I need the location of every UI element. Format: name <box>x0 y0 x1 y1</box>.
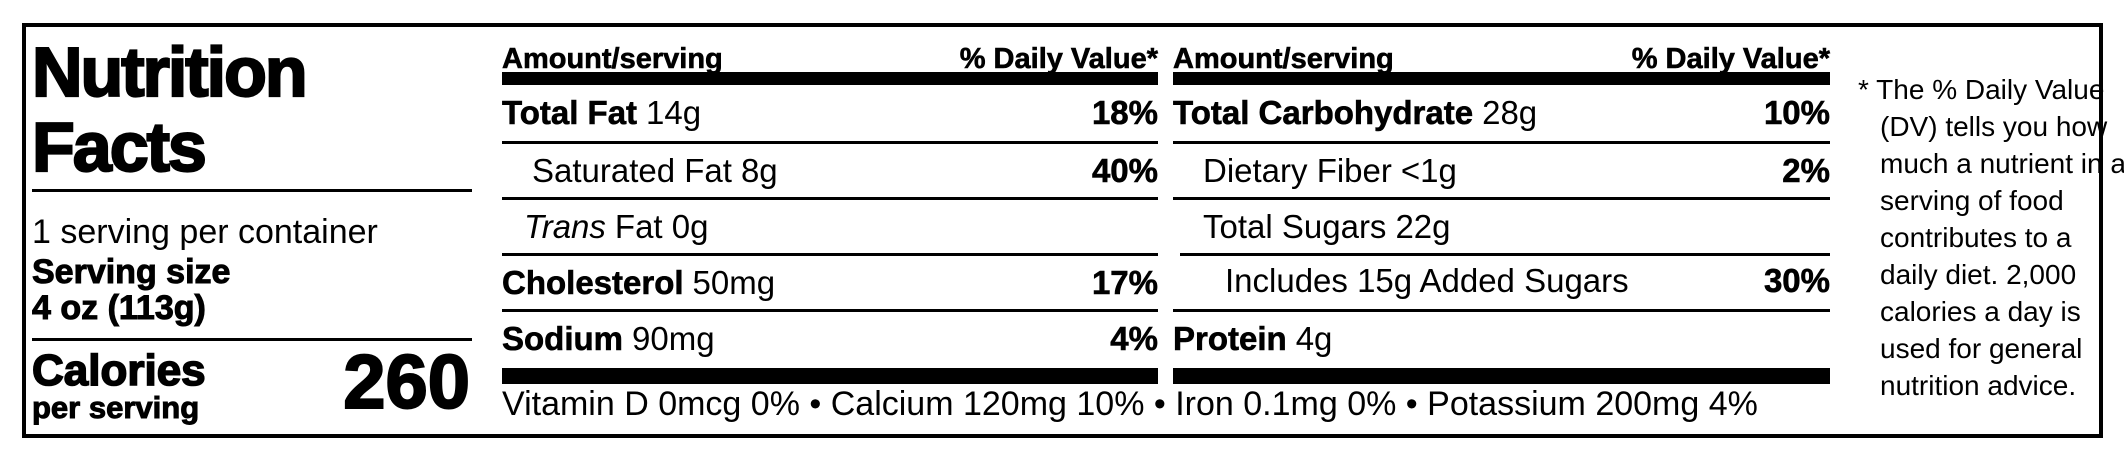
row-saturated-fat: Saturated Fat 8g 40% <box>502 141 1158 197</box>
nutrient-amount: 28g <box>1482 94 1538 131</box>
label-title-line1: Nutrition <box>31 33 309 111</box>
nutrient-name: Saturated Fat <box>532 151 732 189</box>
row-protein: Protein 4g <box>1173 309 1830 365</box>
nutrient-dv: 10% <box>1763 94 1831 132</box>
nutrient-amount: 90mg <box>632 319 715 357</box>
nutrient-name: Trans <box>524 207 606 245</box>
indented-divider <box>1180 253 1830 256</box>
serving-size-label: Serving size <box>31 253 231 292</box>
nutrient-rows: Total Fat 14g 18% Saturated Fat 8g 40% Tra… <box>502 85 1159 365</box>
column-header: Amount/serving % Daily Value* <box>502 43 1159 76</box>
calories-sublabel: per serving <box>31 390 200 426</box>
servings-per-container: 1 serving per container <box>32 213 378 251</box>
column-header: Amount/serving % Daily Value* <box>1173 43 1831 76</box>
thick-bar <box>502 368 1158 384</box>
amount-per-serving-header: Amount/serving <box>1173 43 1394 76</box>
nutrient-rows: Total Carbohydrate 28g 10% Dietary Fiber <… <box>1173 85 1831 365</box>
nutrient-amount: 50mg <box>692 263 776 301</box>
nutrient-name: Total Fat <box>502 94 638 132</box>
divider <box>32 189 472 192</box>
nutrient-dv: 4% <box>1110 319 1158 357</box>
nutrition-facts-label: Nutrition Facts 1 serving per container … <box>22 23 2124 438</box>
nutrient-dv: 18% <box>1091 94 1159 132</box>
nutrient-amount: <1g <box>1400 151 1457 189</box>
micronutrients-row: Vitamin D 0mcg 0% • Calcium 120mg 10% • … <box>502 384 1758 423</box>
calories-value: 260 <box>342 340 471 425</box>
daily-value-footnote: * The % Daily Value (DV) tells you how m… <box>1858 74 2124 401</box>
nutrient-name: Total Sugars <box>1203 207 1387 245</box>
serving-size-value: 4 oz (113g) <box>32 289 207 328</box>
divider <box>32 338 472 341</box>
nutrient-name: Total Carbohydrate <box>1173 94 1474 132</box>
nutrient-amount: 22g <box>1395 207 1451 245</box>
daily-value-header: % Daily Value* <box>959 43 1158 76</box>
row-added-sugars: Includes 15g Added Sugars 30% <box>1173 253 1830 309</box>
nutrient-amount: 14g <box>646 94 702 131</box>
row-total-carbohydrate: Total Carbohydrate 28g 10% <box>1173 85 1831 141</box>
label-title: Nutrition Facts <box>31 33 309 186</box>
amount-per-serving-header: Amount/serving <box>502 43 723 76</box>
nutrient-dv: 17% <box>1091 263 1159 301</box>
nutrient-name: Dietary Fiber <box>1203 151 1392 189</box>
thick-bar <box>1173 368 1830 384</box>
row-cholesterol: Cholesterol 50mg 17% <box>502 253 1158 309</box>
nutrient-column-1: Amount/serving % Daily Value* Total Fat 1… <box>502 27 1158 434</box>
nutrient-amount: Fat 0g <box>614 207 709 245</box>
thick-bar <box>502 72 1158 85</box>
nutrient-name: Sodium <box>502 319 624 357</box>
row-total-fat: Total Fat 14g 18% <box>502 85 1159 141</box>
nutrient-dv: 40% <box>1091 151 1159 189</box>
row-trans-fat: Trans Fat 0g <box>502 197 1158 253</box>
nutrient-amount: 8g <box>740 151 778 189</box>
label-left-panel: Nutrition Facts 1 serving per container … <box>31 27 478 434</box>
nutrient-dv: 2% <box>1782 151 1830 189</box>
nutrient-dv: 30% <box>1763 262 1831 300</box>
nutrient-amount: 4g <box>1295 319 1333 357</box>
calories-label: Calories <box>31 346 206 395</box>
nutrient-name: Includes 15g Added Sugars <box>1225 262 1629 299</box>
row-sodium: Sodium 90mg 4% <box>502 309 1158 365</box>
daily-value-header: % Daily Value* <box>1631 43 1830 76</box>
thick-bar <box>1173 72 1830 85</box>
row-dietary-fiber: Dietary Fiber <1g 2% <box>1173 141 1830 197</box>
label-title-line2: Facts <box>31 108 208 186</box>
nutrient-column-2: Amount/serving % Daily Value* Total Carb… <box>1173 27 1830 434</box>
nutrient-name: Cholesterol <box>502 263 684 301</box>
nutrient-name: Protein <box>1173 319 1287 357</box>
row-total-sugars: Total Sugars 22g <box>1173 197 1830 253</box>
